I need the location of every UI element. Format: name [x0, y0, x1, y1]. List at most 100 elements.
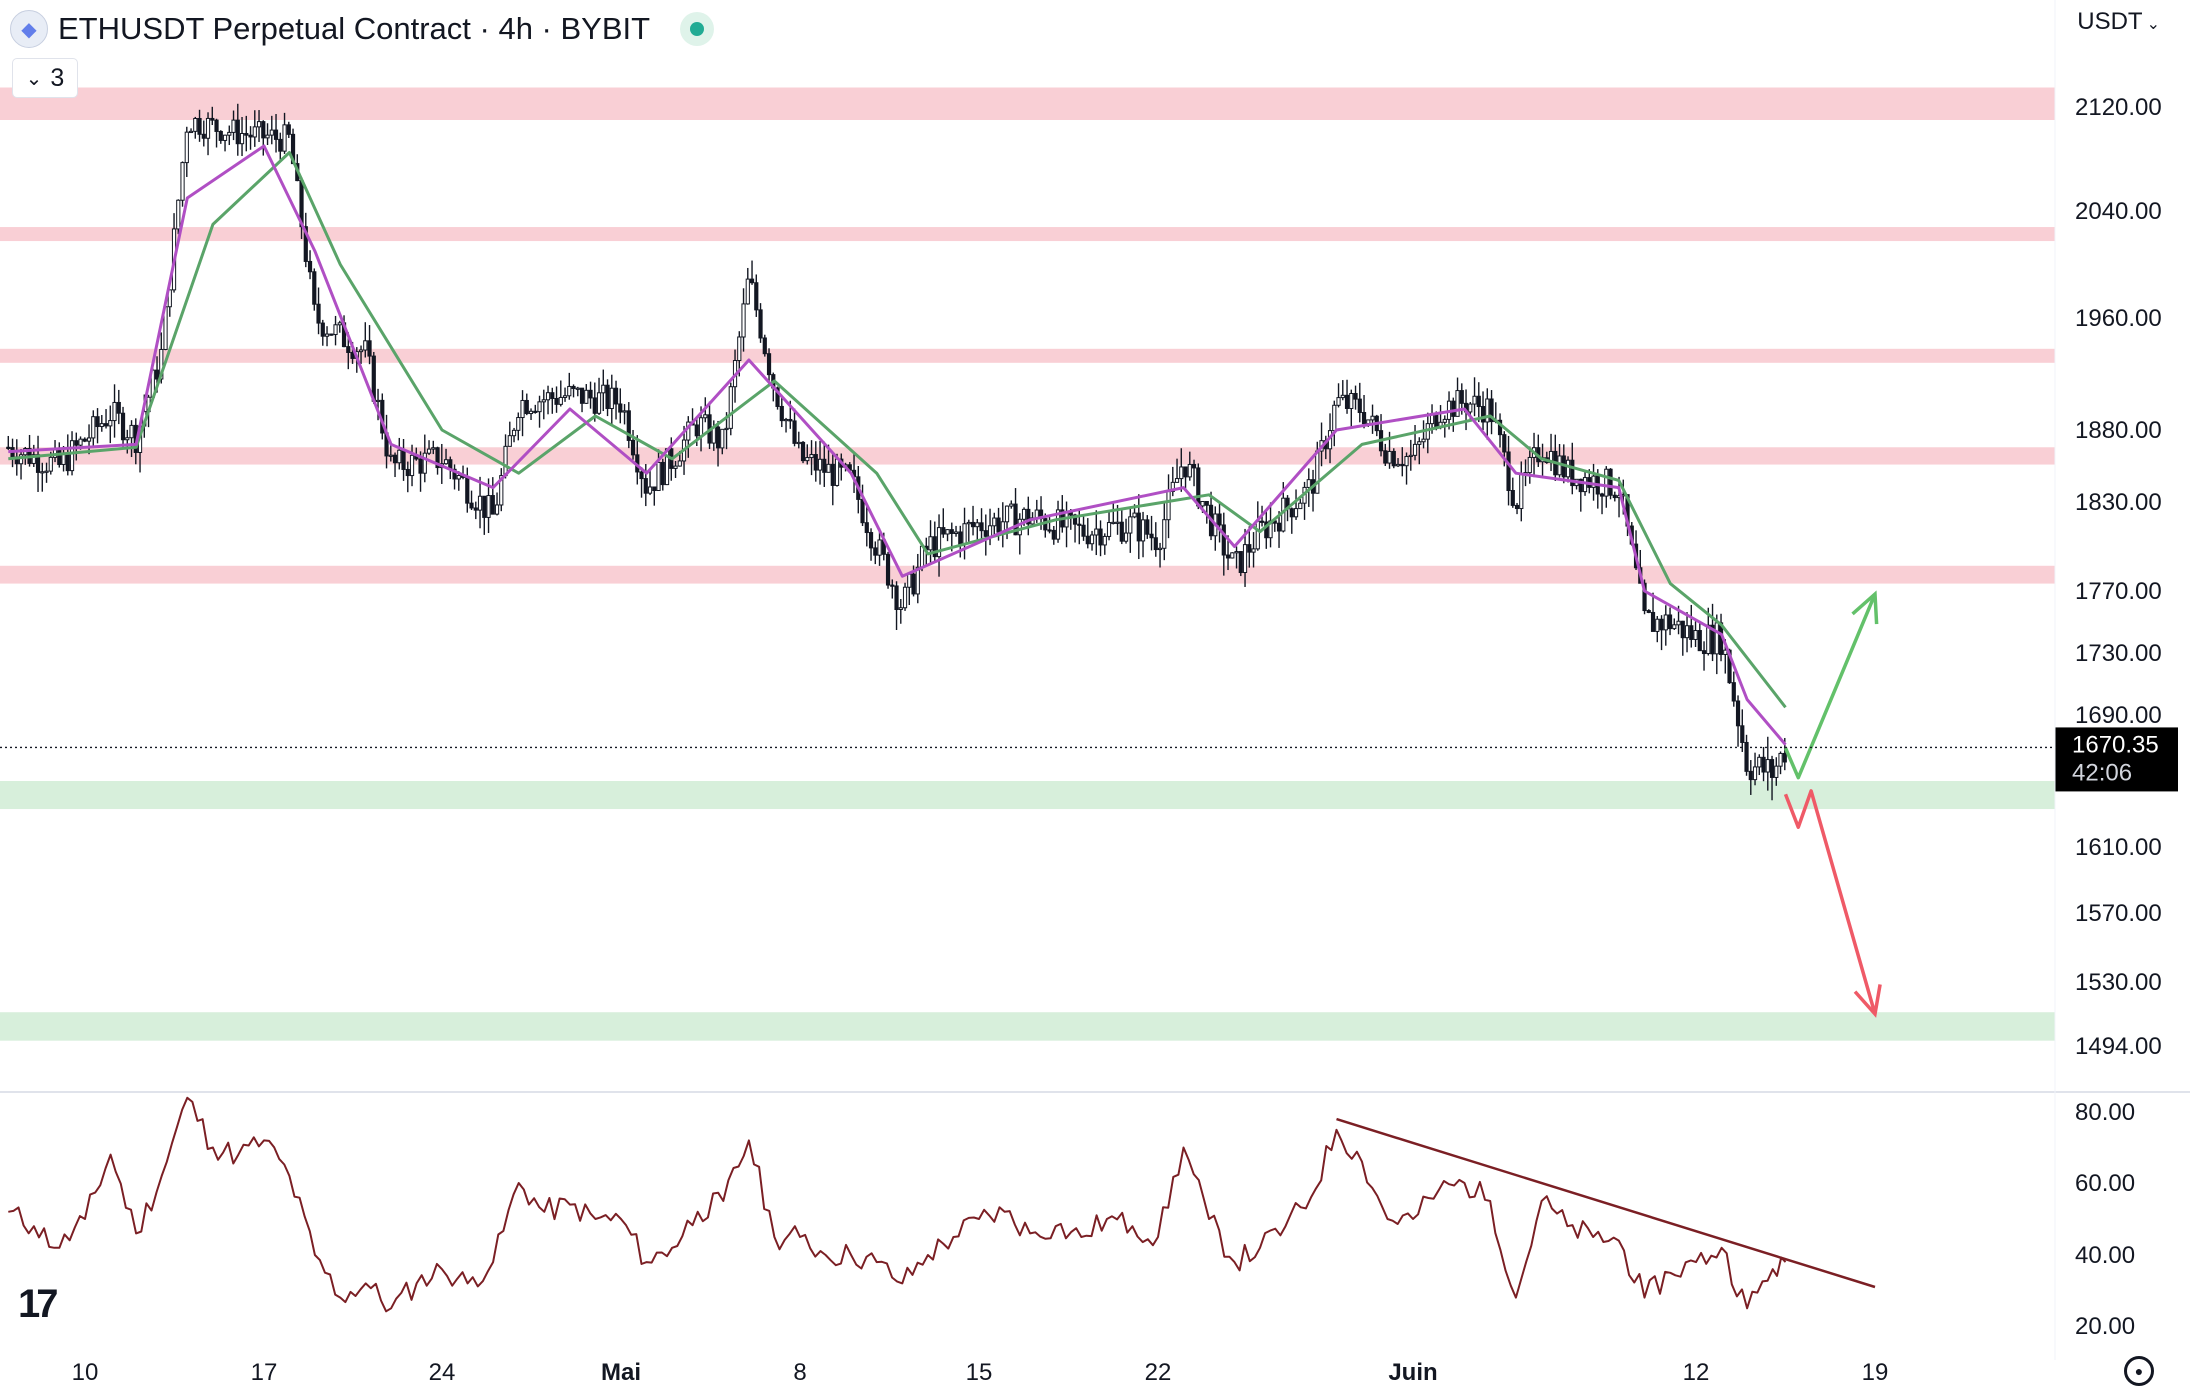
bullish-arrow-head [1851, 590, 1879, 625]
candle-body [834, 458, 840, 486]
candle [766, 348, 772, 385]
candle [1344, 379, 1350, 414]
currency-selector[interactable]: USDT ⌄ [2077, 8, 2160, 36]
candle [1149, 515, 1154, 551]
candle-body [499, 475, 504, 506]
candle-body [1659, 618, 1664, 631]
candle-body [367, 340, 372, 357]
time-tick-label: Mai [601, 1359, 641, 1386]
time-tick-label: Juin [1388, 1359, 1437, 1386]
candle [1421, 420, 1426, 449]
candle [1599, 492, 1605, 515]
candle-body [1191, 463, 1197, 469]
candle-body [694, 424, 699, 437]
candle [401, 439, 406, 481]
candle-body [1735, 700, 1741, 727]
candle-body [562, 395, 568, 398]
candle-body [1646, 610, 1651, 613]
candle-body [1179, 466, 1184, 480]
candle [431, 440, 436, 455]
candle-body [703, 414, 708, 419]
candle-body [44, 470, 49, 473]
candle-body [1251, 548, 1256, 553]
candle-body [507, 435, 512, 447]
price-tick-label: 1830.00 [2075, 489, 2162, 516]
candle [1026, 496, 1031, 536]
candle [1085, 518, 1090, 549]
candle-body [618, 403, 623, 413]
candle-body [1468, 403, 1473, 413]
candle-body [1183, 466, 1188, 478]
candle-body [1055, 509, 1061, 540]
candle-body [639, 471, 644, 480]
candle [1336, 383, 1341, 408]
candle-body [1404, 456, 1409, 467]
candle-body [1434, 413, 1439, 428]
candle-body [418, 458, 423, 474]
candle [477, 476, 483, 529]
candle [575, 386, 580, 397]
candle-body [1196, 467, 1201, 507]
candle [894, 581, 899, 630]
candle-body [677, 460, 682, 467]
candle [1098, 520, 1103, 557]
candle [1519, 461, 1524, 522]
candle [813, 441, 818, 482]
candle-body [1166, 490, 1171, 521]
candle-body [180, 162, 185, 201]
candle-body [783, 418, 789, 422]
resistance-zone [0, 348, 2055, 363]
gear-icon[interactable]: ● [2124, 1356, 2154, 1386]
candle [941, 508, 946, 538]
candle-body [1315, 450, 1320, 494]
candle-body [1276, 522, 1282, 532]
candle [507, 421, 512, 447]
candle-body [1332, 404, 1337, 432]
candle [1370, 404, 1375, 434]
candle [252, 110, 257, 147]
candle [1693, 621, 1698, 647]
current-price-label: 1670.35 [2072, 731, 2159, 758]
candle-body [579, 387, 585, 404]
indicator-collapse-button[interactable]: ⌄ 3 [12, 58, 78, 98]
candle-body [1013, 503, 1018, 536]
candle-body [65, 452, 70, 472]
candle-body [537, 401, 542, 413]
candle [1349, 389, 1354, 427]
candle [1489, 390, 1494, 435]
candle-body [1472, 395, 1477, 405]
tradingview-logo-icon[interactable]: 17 [18, 1282, 58, 1326]
candle-body [766, 353, 772, 376]
candle [983, 514, 988, 556]
candle [184, 126, 189, 177]
candle [962, 507, 967, 560]
candle [873, 541, 878, 565]
candle [1213, 506, 1218, 551]
candle [1094, 510, 1099, 556]
candle-body [907, 573, 912, 588]
candle [885, 551, 891, 589]
candle-body [575, 387, 580, 390]
candle-body [826, 463, 831, 473]
candle-body [1289, 508, 1294, 518]
candle [239, 116, 245, 157]
candle-body [431, 447, 436, 450]
candle [1111, 502, 1116, 525]
candle-body [1349, 393, 1354, 409]
candle [1102, 533, 1107, 555]
candle [1340, 380, 1345, 401]
candle-body [452, 468, 457, 480]
candle [1166, 474, 1171, 539]
candle-body [992, 517, 997, 527]
candle [269, 115, 274, 145]
candle-body [673, 465, 678, 469]
candle [256, 110, 262, 142]
candle [193, 116, 198, 139]
candle [426, 440, 432, 455]
candle [1752, 752, 1758, 786]
candle-body [273, 129, 279, 140]
candle-body [1344, 394, 1350, 409]
candle-body [1259, 520, 1265, 523]
candle [809, 440, 814, 476]
